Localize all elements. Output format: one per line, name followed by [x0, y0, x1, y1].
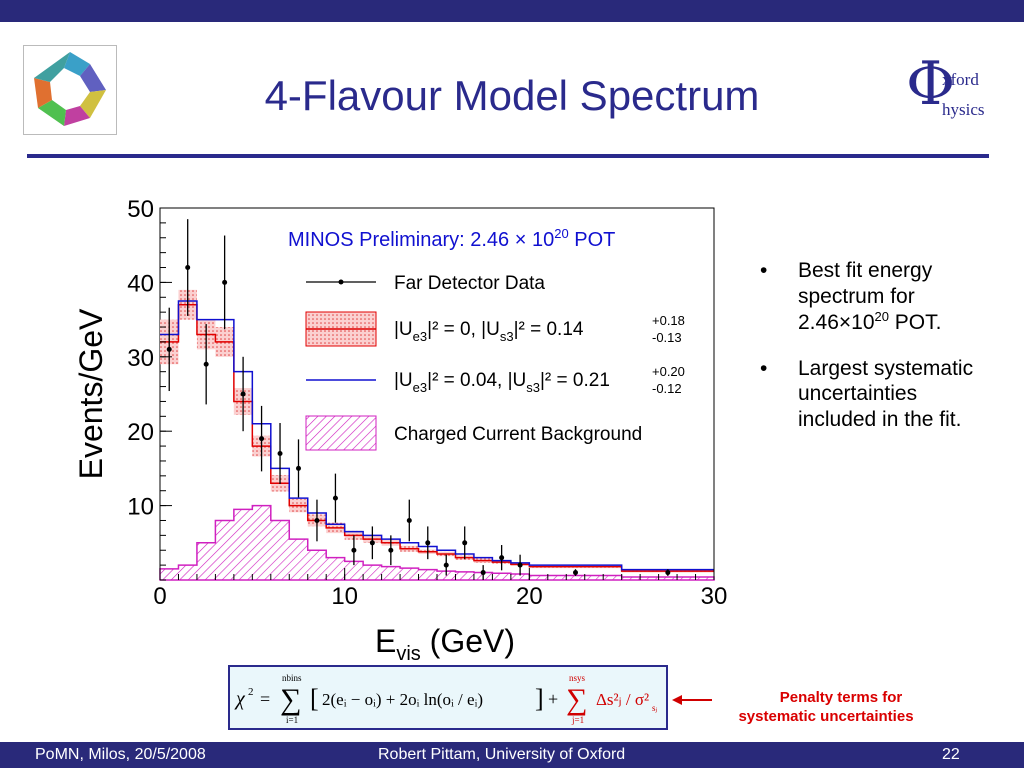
x-tick-label: 30: [701, 583, 728, 610]
data-point: [573, 570, 578, 576]
sum-lower-i1: i=1: [286, 715, 298, 725]
data-point: [388, 547, 394, 553]
y-tick-label: 40: [127, 270, 154, 297]
penalty-line-1: Penalty terms for: [779, 689, 903, 706]
spectrum-chart: 0 10 20 30 10 20 30 40 50 Evis (GeV) Events/GeV MIN…: [60, 190, 740, 665]
bullet-text: Largest systematic uncertainties include…: [798, 356, 974, 432]
bullet-dot: •: [760, 356, 768, 380]
logo-word-xford: xford: [942, 70, 979, 89]
data-point: [296, 465, 301, 471]
legend-red-upper: +0.18: [652, 313, 685, 328]
data-point: [499, 555, 505, 561]
penalty-annotation: Penalty terms for systematic uncertainti…: [676, 689, 976, 727]
data-point: [185, 265, 191, 271]
top-bar: [0, 0, 1024, 22]
x-tick-label: 0: [153, 583, 166, 610]
legend-data-marker: [338, 279, 344, 285]
arrow-icon: [672, 695, 712, 705]
legend-red-lower: -0.13: [652, 330, 682, 345]
formula-body: 2(eᵢ − oᵢ) + 2oᵢ ln(oᵢ / eᵢ): [322, 690, 483, 709]
y-tick-label: 10: [127, 494, 154, 521]
y-tick-label: 50: [127, 196, 154, 223]
cc-background-histogram: [159, 504, 715, 581]
sum-upper-nbins: nbins: [282, 673, 302, 683]
bullet-item: • Best fit energy spectrum for 2.46×1020…: [760, 258, 990, 336]
legend-label-cc: Charged Current Background: [394, 424, 642, 445]
bracket-open: [: [310, 684, 319, 713]
y-axis-label: Events/GeV: [73, 308, 109, 479]
oxford-physics-logo: Φ xford hysics: [906, 54, 1006, 130]
sum-sign-1: ∑: [280, 683, 301, 716]
phi-glyph: Φ: [906, 49, 956, 119]
data-point: [480, 570, 486, 576]
data-point: [425, 540, 431, 546]
data-point: [332, 495, 338, 501]
logo-word-hysics: hysics: [942, 100, 985, 119]
data-point: [240, 391, 246, 397]
legend-cc-swatch: [305, 415, 377, 451]
legend-label-data: Far Detector Data: [394, 273, 545, 294]
chi-symbol: χ: [234, 688, 246, 710]
bullet-item: • Largest systematic uncertainties inclu…: [760, 356, 990, 433]
footer-bar: PoMN, Milos, 20/5/2008 Robert Pittam, Un…: [0, 742, 1024, 768]
x-tick-label: 20: [516, 583, 543, 610]
data-point: [665, 570, 671, 576]
equals-sign: =: [260, 689, 270, 709]
x-tick-label: 10: [331, 583, 358, 610]
data-point: [462, 540, 468, 546]
bullet-sup: 20: [874, 309, 889, 325]
footer-left: PoMN, Milos, 20/5/2008: [35, 746, 206, 763]
legend-label-red: |Ue3|² = 0, |Us3|² = 0.14: [394, 319, 584, 344]
legend-label-blue: |Ue3|² = 0.04, |Us3|² = 0.21: [394, 370, 610, 395]
sum-sign-2: ∑: [566, 683, 587, 716]
chart-svg: 0 10 20 30 10 20 30 40 50 Evis (GeV) Events/GeV MIN…: [73, 196, 728, 665]
penalty-sub: sⱼ: [652, 703, 658, 713]
data-point: [259, 436, 265, 442]
bullet-dot: •: [760, 259, 768, 282]
bullet-text: Best fit energy spectrum for 2.46×10: [798, 259, 933, 335]
sum-upper-nsys: nsys: [569, 673, 586, 683]
plus-sign: +: [548, 689, 558, 709]
chi-exp: 2: [248, 686, 254, 698]
data-point: [406, 517, 412, 523]
data-point: [443, 562, 449, 568]
penalty-line-2: systematic uncertainties: [738, 707, 914, 725]
chi-square-formula: χ 2 = nbins ∑ i=1 [ 2(eᵢ − oᵢ) + 2oᵢ ln(…: [228, 665, 668, 730]
page-number: 22: [942, 746, 960, 763]
bullet-list: • Best fit energy spectrum for 2.46×1020…: [760, 258, 990, 453]
sum-lower-j1: j=1: [571, 715, 584, 725]
legend-blue-lower: -0.12: [652, 381, 682, 396]
bullet-text-end: POT.: [888, 311, 942, 335]
data-point: [277, 451, 283, 457]
y-tick-label: 30: [127, 345, 154, 372]
x-axis-label: Evis (GeV): [375, 623, 515, 665]
slide-title: 4-Flavour Model Spectrum: [264, 72, 760, 119]
blue-fit-histogram: [160, 300, 714, 571]
minos-logo: [23, 45, 117, 135]
bracket-close: ]: [535, 684, 544, 713]
penalty-term: Δs²ⱼ / σ²: [596, 690, 649, 709]
chart-title: MINOS Preliminary: 2.46 × 1020 POT: [288, 226, 615, 251]
title-rule: [27, 154, 989, 158]
legend-blue-upper: +0.20: [652, 364, 685, 379]
footer-center: Robert Pittam, University of Oxford: [378, 746, 626, 763]
data-point: [517, 562, 523, 568]
data-point: [351, 547, 357, 553]
data-point: [314, 517, 320, 523]
data-point: [203, 361, 209, 367]
data-point: [369, 540, 375, 546]
y-tick-label: 20: [127, 419, 154, 446]
data-point: [222, 279, 228, 285]
data-point: [166, 346, 172, 352]
